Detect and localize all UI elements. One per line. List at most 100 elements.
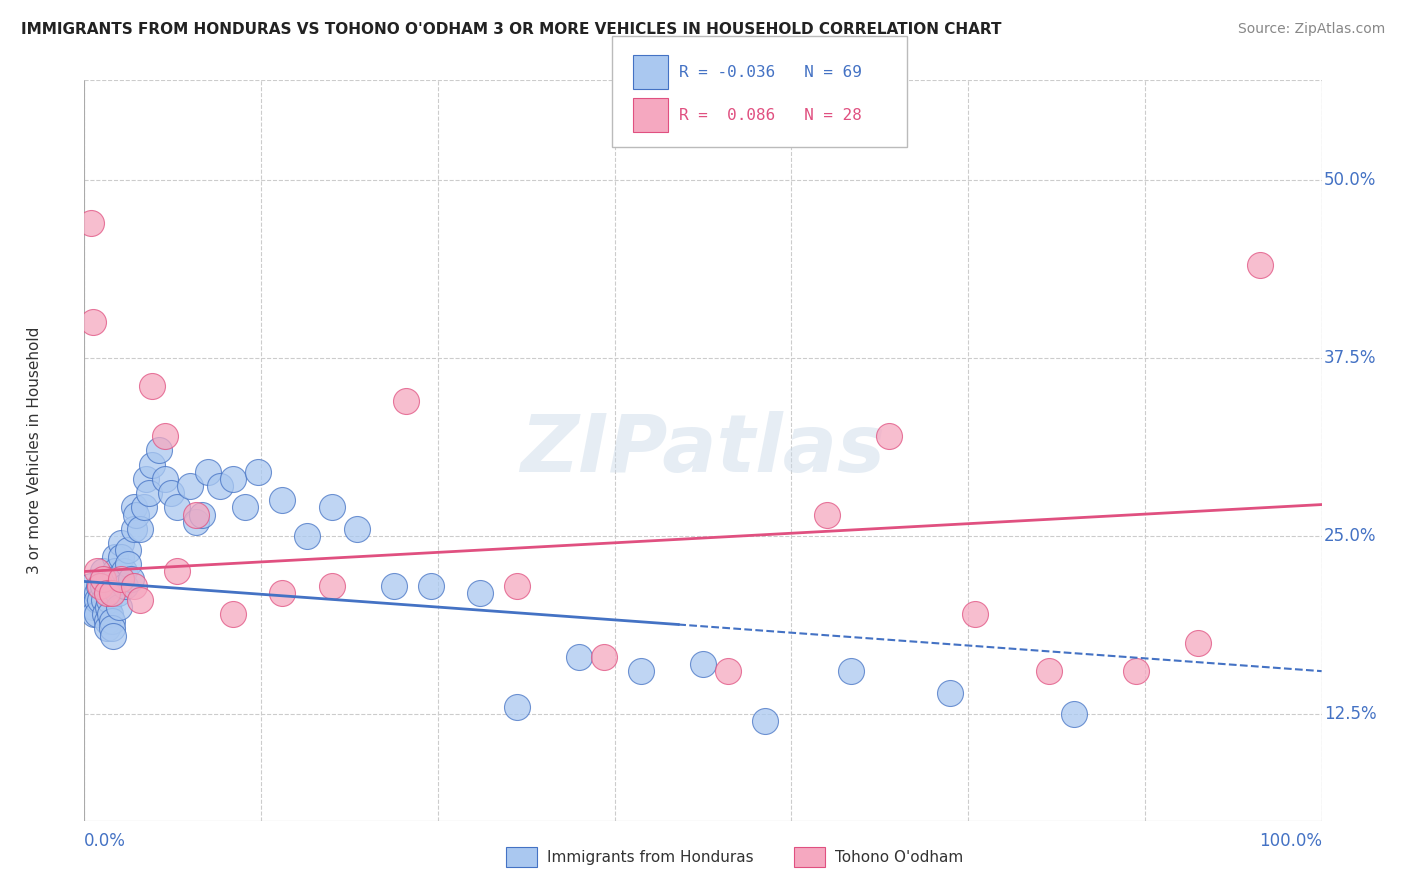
Point <box>184 515 207 529</box>
Point <box>1125 664 1147 678</box>
Point <box>148 443 170 458</box>
Point <box>184 508 207 522</box>
Point <box>110 572 132 586</box>
Point <box>153 429 176 443</box>
Point <box>91 572 114 586</box>
Text: 12.5%: 12.5% <box>1324 705 1376 723</box>
Point <box>96 622 118 636</box>
Point <box>112 565 135 579</box>
Point <box>754 714 776 728</box>
Point <box>117 558 139 572</box>
Text: Tohono O'odham: Tohono O'odham <box>835 850 963 864</box>
Point <box>841 664 863 678</box>
Point <box>939 685 962 699</box>
Point <box>506 579 529 593</box>
Point <box>91 579 114 593</box>
Point <box>346 522 368 536</box>
Point <box>191 508 214 522</box>
Text: 0.0%: 0.0% <box>84 831 127 850</box>
Point <box>100 615 122 629</box>
Text: IMMIGRANTS FROM HONDURAS VS TOHONO O'ODHAM 3 OR MORE VEHICLES IN HOUSEHOLD CORRE: IMMIGRANTS FROM HONDURAS VS TOHONO O'ODH… <box>21 22 1001 37</box>
Text: 50.0%: 50.0% <box>1324 171 1376 189</box>
Point <box>97 600 120 615</box>
Point <box>122 500 145 515</box>
Point <box>965 607 987 622</box>
Text: R = -0.036   N = 69: R = -0.036 N = 69 <box>679 65 862 79</box>
Point <box>132 500 155 515</box>
Point <box>120 572 142 586</box>
Point <box>79 216 101 230</box>
Point <box>1038 664 1060 678</box>
Point <box>179 479 201 493</box>
Point <box>125 508 148 522</box>
Point <box>86 565 108 579</box>
Point <box>79 579 101 593</box>
Point <box>89 579 111 593</box>
Point <box>1187 635 1209 649</box>
Point <box>197 465 219 479</box>
Point <box>82 315 104 329</box>
Point <box>107 586 129 600</box>
Point <box>129 522 152 536</box>
Point <box>321 579 343 593</box>
Point <box>295 529 318 543</box>
Point <box>1063 706 1085 721</box>
Point <box>110 550 132 565</box>
Point <box>395 393 418 408</box>
Point <box>96 615 118 629</box>
Point <box>141 379 163 393</box>
Point <box>246 465 269 479</box>
Point <box>86 586 108 600</box>
Point <box>91 565 114 579</box>
Point <box>122 579 145 593</box>
Point <box>630 664 652 678</box>
Point <box>470 586 492 600</box>
Point <box>135 472 157 486</box>
Point <box>209 479 232 493</box>
Point <box>271 586 294 600</box>
Point <box>96 586 118 600</box>
Point <box>321 500 343 515</box>
Point <box>100 586 122 600</box>
Point <box>692 657 714 671</box>
Point <box>104 550 127 565</box>
Point <box>593 649 616 664</box>
Text: 3 or more Vehicles in Household: 3 or more Vehicles in Household <box>27 326 42 574</box>
Point <box>138 486 160 500</box>
Text: ZIPatlas: ZIPatlas <box>520 411 886 490</box>
Point <box>271 493 294 508</box>
Point <box>506 699 529 714</box>
Point <box>89 593 111 607</box>
Point <box>166 500 188 515</box>
Point <box>98 572 121 586</box>
Point <box>1249 259 1271 273</box>
Point <box>100 622 122 636</box>
Point <box>108 600 131 615</box>
Point <box>815 508 838 522</box>
Point <box>382 579 405 593</box>
Point <box>717 664 740 678</box>
Point <box>222 607 245 622</box>
Point <box>98 607 121 622</box>
Point <box>86 593 108 607</box>
Point <box>93 593 115 607</box>
Point <box>122 522 145 536</box>
Point <box>222 472 245 486</box>
Point <box>166 565 188 579</box>
Point <box>82 600 104 615</box>
Point <box>98 579 121 593</box>
Text: 100.0%: 100.0% <box>1258 831 1322 850</box>
Text: Source: ZipAtlas.com: Source: ZipAtlas.com <box>1237 22 1385 37</box>
Text: 25.0%: 25.0% <box>1324 527 1376 545</box>
Point <box>419 579 441 593</box>
Point <box>94 607 117 622</box>
Point <box>114 579 136 593</box>
Point <box>877 429 900 443</box>
Text: Immigrants from Honduras: Immigrants from Honduras <box>547 850 754 864</box>
Point <box>160 486 183 500</box>
Point <box>83 607 105 622</box>
Point <box>153 472 176 486</box>
Text: 37.5%: 37.5% <box>1324 349 1376 367</box>
Point <box>89 579 111 593</box>
Point <box>101 628 124 642</box>
